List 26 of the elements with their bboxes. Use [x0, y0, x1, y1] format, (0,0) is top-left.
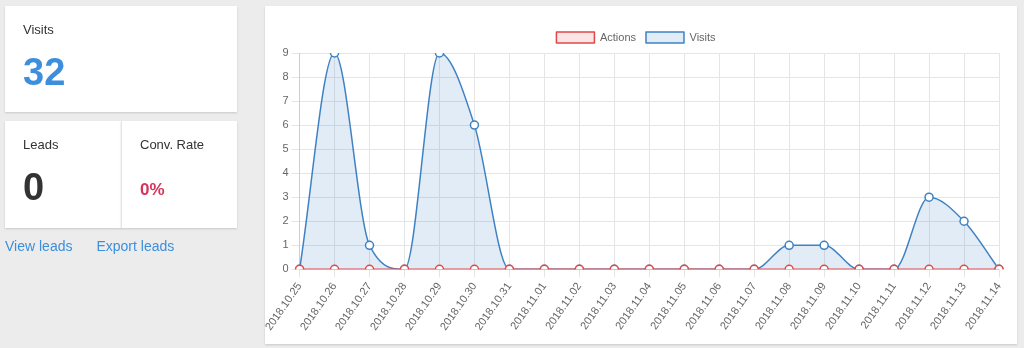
- text: Leads: [23, 137, 60, 152]
- y-tick-label: 0: [282, 262, 289, 275]
- point: [784, 240, 794, 251]
- point: [364, 240, 375, 251]
- text: 0%: [140, 180, 166, 200]
- y-tick-label: 5: [282, 142, 289, 155]
- point: [469, 120, 480, 130]
- y-tick-label: 9: [282, 46, 289, 59]
- y-tick-label: 3: [282, 190, 289, 203]
- text: Conv. Rate: [140, 137, 206, 152]
- text: Visits: [23, 22, 55, 37]
- text: 0: [23, 166, 46, 209]
- legend-label: Visits: [689, 30, 717, 43]
- y-tick-label: 4: [282, 166, 289, 179]
- y-tick-label: 2: [282, 214, 289, 227]
- y-tick-label: 8: [282, 70, 289, 83]
- text: View leads: [5, 238, 73, 254]
- point: [819, 240, 829, 251]
- point: [959, 216, 969, 227]
- y-tick-label: 7: [282, 94, 289, 107]
- text: 32: [23, 51, 67, 94]
- point: [924, 192, 934, 202]
- text: Export leads: [96, 238, 175, 254]
- legend-label: Actions: [599, 30, 637, 43]
- y-tick-label: 6: [282, 118, 289, 131]
- y-tick-label: 1: [282, 238, 289, 251]
